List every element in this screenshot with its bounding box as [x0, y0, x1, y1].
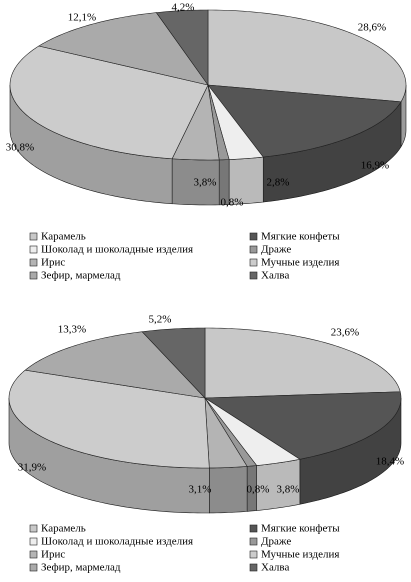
legend-swatch	[249, 271, 258, 280]
legend-label: Мягкие конфеты	[261, 523, 340, 535]
legend-label: Драже	[261, 244, 291, 256]
data-label: 28,6%	[358, 22, 386, 34]
slice	[204, 397, 301, 466]
slice	[207, 9, 407, 103]
data-label: 0,8%	[221, 197, 244, 209]
legend-swatch	[249, 550, 258, 559]
data-label: 12,1%	[68, 12, 96, 24]
data-label: 18,4%	[376, 456, 404, 468]
data-label: 2,8%	[267, 177, 290, 189]
legend-swatch	[29, 563, 38, 572]
legend-label: Зефир, мармелад	[41, 270, 121, 282]
legend-label: Мучные изделия	[261, 257, 339, 269]
slice-side	[209, 466, 248, 514]
legend-label: Шоколад и шоколадные изделия	[41, 244, 193, 256]
legend-label: Ирис	[41, 549, 65, 561]
data-label: 16,9%	[361, 160, 389, 172]
legend-swatch	[249, 245, 258, 254]
slice	[141, 327, 206, 399]
legend-label: Мучные изделия	[261, 549, 339, 561]
slice	[207, 84, 264, 160]
slice	[9, 45, 209, 160]
legend-label: Мягкие конфеты	[261, 231, 340, 243]
legend-swatch	[29, 245, 38, 254]
data-label: 3,1%	[189, 484, 212, 496]
legend-label: Шоколад и шоколадные изделия	[41, 536, 193, 548]
slice	[38, 12, 209, 86]
legend-swatch	[249, 537, 258, 546]
legend-label: Зефир, мармелад	[41, 562, 121, 574]
slice	[204, 397, 248, 469]
legend-swatch	[249, 258, 258, 267]
data-label: 3,8%	[194, 177, 217, 189]
legend-swatch	[29, 271, 38, 280]
data-label: 5,2%	[149, 314, 172, 326]
slice	[204, 391, 402, 460]
slice	[155, 9, 209, 86]
legend-swatch	[29, 550, 38, 559]
legend-label: Карамель	[41, 523, 86, 535]
legend-swatch	[29, 537, 38, 546]
legend-swatch	[29, 258, 38, 267]
data-label: 13,3%	[58, 324, 86, 336]
data-label: 0,8%	[247, 484, 270, 496]
legend-swatch	[29, 232, 38, 241]
slice	[207, 84, 402, 158]
data-label: 30,8%	[6, 142, 34, 154]
data-label: 3,8%	[277, 484, 300, 496]
legend-label: Ирис	[41, 257, 65, 269]
slice	[204, 327, 401, 399]
data-label: 23,6%	[331, 327, 359, 339]
legend-label: Халва	[261, 562, 289, 574]
legend-swatch	[249, 232, 258, 241]
legend-swatch	[249, 563, 258, 572]
legend-label: Карамель	[41, 231, 86, 243]
slice	[171, 83, 220, 161]
legend-swatch	[249, 524, 258, 533]
data-label: 31,9%	[18, 462, 46, 474]
data-label: 4,2%	[172, 2, 195, 14]
legend-swatch	[29, 524, 38, 533]
slice	[24, 331, 206, 399]
slice	[8, 369, 210, 469]
legend-label: Халва	[261, 270, 289, 282]
legend-label: Драже	[261, 536, 291, 548]
